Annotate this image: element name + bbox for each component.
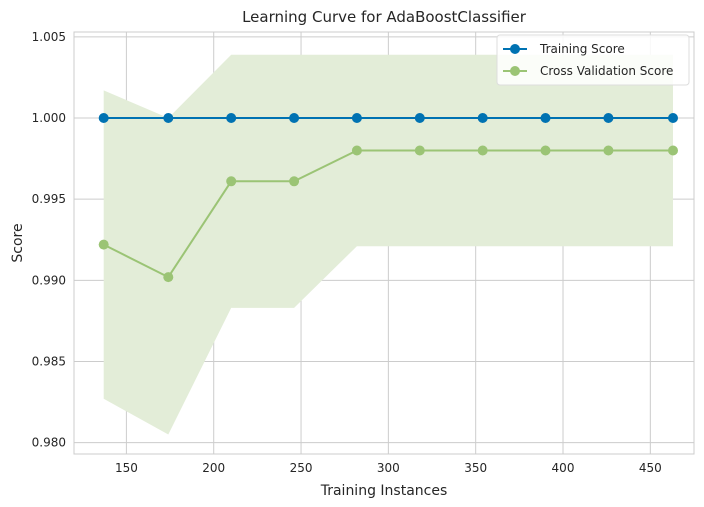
- y-tick-label: 1.005: [32, 30, 66, 44]
- training-score-point: [603, 113, 614, 123]
- training-score-point: [414, 113, 425, 123]
- cv-score-point: [540, 145, 551, 156]
- y-tick-label: 1.000: [32, 111, 66, 125]
- cv-score-point: [414, 145, 425, 156]
- cv-score-point: [668, 145, 678, 156]
- training-score-point: [351, 113, 362, 123]
- cv-score-point: [163, 272, 174, 283]
- x-tick-label: 200: [202, 461, 225, 475]
- x-tick-label: 450: [639, 461, 662, 475]
- cv-score-point: [351, 145, 362, 156]
- legend-training-marker: [510, 44, 520, 54]
- y-tick-label: 0.995: [32, 192, 66, 206]
- training-score-point: [226, 113, 237, 123]
- cv-score-point: [603, 145, 614, 156]
- x-axis-title: Training Instances: [320, 483, 448, 499]
- cv-score-point: [226, 176, 237, 187]
- legend: Training Score Cross Validation Score: [496, 34, 690, 86]
- legend-training-label: Training Score: [539, 42, 625, 56]
- cv-score-point: [98, 239, 109, 250]
- training-score-point: [540, 113, 551, 123]
- legend-box: [496, 34, 690, 86]
- x-tick-label: 300: [377, 461, 400, 475]
- y-tick-labels: 0.980 0.985 0.990 0.995 1.000 1.005: [32, 30, 66, 450]
- training-score-point: [477, 113, 488, 123]
- chart-title: Learning Curve for AdaBoostClassifier: [242, 8, 527, 26]
- y-tick-label: 0.990: [32, 273, 66, 287]
- cv-score-point: [477, 145, 488, 156]
- plot-frame: [73, 31, 695, 455]
- training-score-point: [668, 113, 678, 123]
- cv-score-line: [103, 149, 673, 279]
- training-score-point: [289, 113, 300, 123]
- x-tick-label: 150: [115, 461, 138, 475]
- x-tick-labels: 150 200 250 300 350 400 450: [115, 461, 662, 475]
- training-score-point: [98, 113, 109, 123]
- x-tick-label: 350: [464, 461, 487, 475]
- series-lines: [103, 117, 673, 279]
- training-score-point: [163, 113, 174, 123]
- x-tick-label: 250: [290, 461, 313, 475]
- y-axis-title: Score: [10, 223, 26, 262]
- series-markers: [98, 113, 678, 283]
- x-tick-label: 400: [552, 461, 575, 475]
- legend-cv-marker: [510, 66, 520, 76]
- legend-cv-label: Cross Validation Score: [540, 64, 673, 78]
- cv-score-point: [289, 176, 300, 187]
- y-tick-label: 0.985: [32, 354, 66, 368]
- y-tick-label: 0.980: [32, 436, 66, 450]
